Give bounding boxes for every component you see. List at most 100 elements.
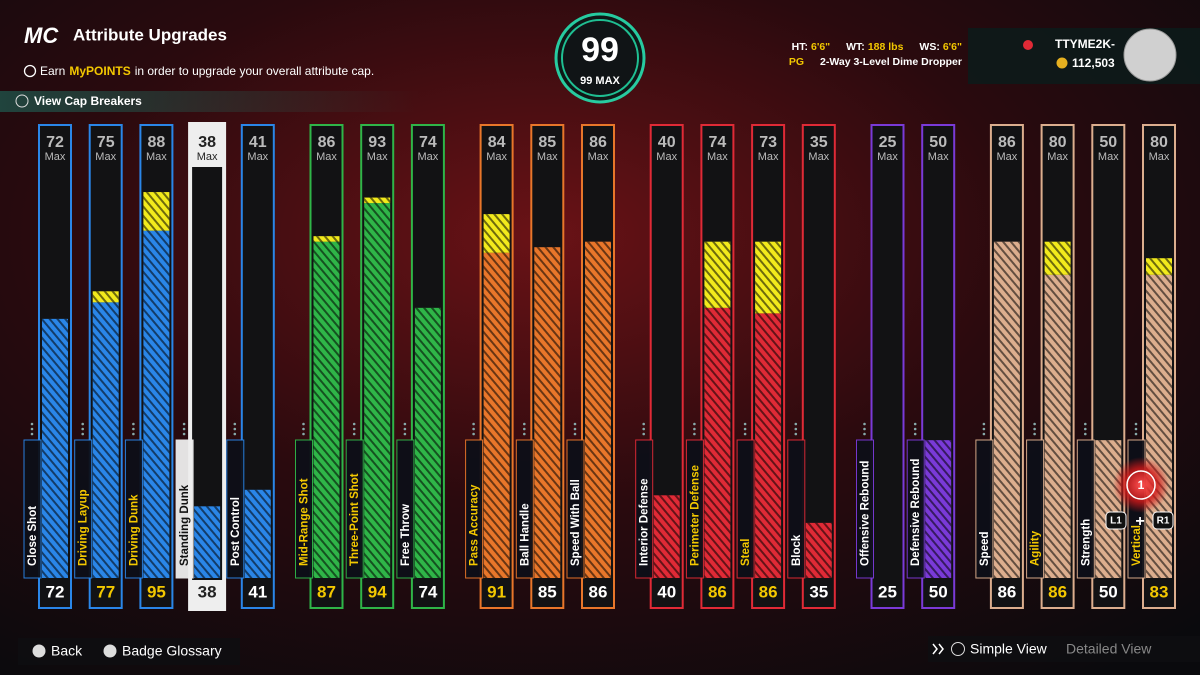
back[interactable]: Back	[51, 643, 83, 659]
current-value: 85	[538, 582, 557, 601]
dot	[642, 422, 645, 426]
max-value: 38	[198, 134, 216, 151]
dot	[1084, 432, 1087, 436]
attribute-name: Offensive Rebound	[860, 461, 872, 566]
stripes	[92, 291, 119, 578]
max-label: Max	[197, 151, 218, 163]
label-tab	[736, 439, 755, 579]
dot	[352, 422, 356, 426]
max-label: Max	[1098, 151, 1119, 163]
overall-max: 99 MAX	[580, 75, 620, 87]
dot	[693, 432, 696, 436]
dot	[913, 427, 917, 431]
max-value: 74	[419, 134, 437, 151]
glow	[1113, 457, 1169, 513]
max-value: 40	[658, 134, 676, 151]
dot	[573, 427, 577, 431]
label-tab	[1076, 439, 1095, 579]
current-value: 95	[147, 582, 166, 601]
max-label: Max	[1149, 151, 1170, 163]
weight: 188 lbs	[868, 41, 904, 53]
button-box	[1152, 511, 1174, 530]
attribute-name: Speed With Ball	[570, 479, 582, 566]
attribute-name: Three-Point Shot	[349, 473, 361, 566]
attribute-name: Strength	[1080, 519, 1092, 566]
dot	[233, 427, 237, 431]
label-tab	[515, 439, 534, 579]
info-highlight: MyPOINTS	[69, 64, 130, 78]
dot	[81, 422, 84, 426]
label-tab	[175, 439, 194, 579]
attribute-name: Vertical	[1131, 525, 1143, 566]
max-value: 41	[249, 134, 267, 151]
dot	[352, 427, 356, 431]
stripes	[244, 489, 271, 578]
detailed-view[interactable]: Detailed View	[1066, 641, 1152, 657]
attribute-name: Post Control	[230, 497, 242, 566]
stripes	[534, 247, 561, 578]
dot	[182, 427, 186, 431]
coin-icon	[1056, 57, 1068, 69]
stripes	[313, 236, 340, 578]
simple-view[interactable]: Simple View	[970, 641, 1048, 657]
stripes	[42, 318, 68, 578]
max-value: 86	[318, 134, 336, 151]
dot	[982, 432, 986, 436]
attribute-name: Standing Dunk	[179, 484, 191, 566]
max-label: Max	[588, 151, 609, 163]
dot	[403, 427, 407, 431]
dot	[743, 427, 747, 431]
max-value: 75	[97, 134, 115, 151]
logo: MC	[24, 23, 59, 48]
stripes	[143, 192, 170, 578]
max-value: 73	[759, 134, 777, 151]
badge-count: 1	[1138, 478, 1145, 492]
max-label: Max	[758, 151, 779, 163]
dot	[982, 427, 986, 431]
label: WT:	[846, 41, 865, 53]
dot	[863, 422, 866, 426]
stripes	[483, 214, 510, 579]
current-value: 94	[368, 582, 387, 601]
current-value: 86	[997, 582, 1016, 601]
cap-breakers[interactable]: View Cap Breakers	[34, 94, 142, 108]
label-tab	[23, 439, 42, 579]
info-part: in order to upgrade your overall attribu…	[135, 64, 374, 78]
dot	[1033, 432, 1036, 436]
max-value: 72	[46, 134, 64, 151]
current-value: 40	[657, 582, 676, 601]
current-value: 91	[487, 582, 506, 601]
dot	[523, 422, 526, 426]
dot	[132, 427, 135, 431]
attribute-name: Block	[791, 534, 803, 566]
stripes	[194, 506, 221, 578]
archetype: 2-Way 3-Level Dime Dropper	[820, 56, 962, 68]
max-label: Max	[247, 151, 268, 163]
username: TTYME2K-	[1055, 37, 1115, 51]
dot	[794, 422, 798, 426]
badge-glossary[interactable]: Badge Glossary	[122, 643, 222, 659]
dot	[642, 432, 645, 436]
stripes	[993, 241, 1020, 579]
dot	[913, 422, 917, 426]
current-value: 50	[1099, 582, 1118, 601]
dot	[81, 432, 84, 436]
stripes	[1146, 258, 1172, 578]
dot	[863, 432, 866, 436]
dot	[1134, 432, 1138, 436]
overall-ring	[561, 19, 639, 97]
max-value: 50	[1099, 134, 1117, 151]
dot	[794, 432, 798, 436]
player-build: PG 2-Way 3-Level Dime Dropper	[789, 56, 962, 68]
dot	[352, 432, 356, 436]
label-tab	[566, 439, 585, 579]
dot	[794, 427, 798, 431]
current-value: 86	[708, 582, 727, 601]
cap-breakers-bar[interactable]	[0, 91, 420, 112]
l1: L1	[1110, 516, 1122, 527]
wingspan: 6'6"	[943, 41, 962, 53]
dot	[743, 432, 747, 436]
height: 6'6"	[811, 41, 830, 53]
dot	[233, 432, 237, 436]
